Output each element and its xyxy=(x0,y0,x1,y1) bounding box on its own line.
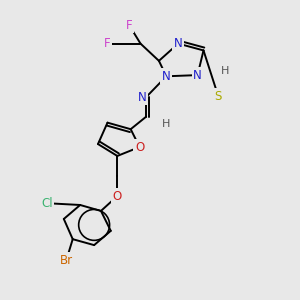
Text: F: F xyxy=(126,19,133,32)
Text: O: O xyxy=(113,190,122,202)
Text: O: O xyxy=(135,140,144,154)
Text: H: H xyxy=(221,66,230,76)
Text: N: N xyxy=(162,70,171,83)
Text: Br: Br xyxy=(60,254,73,267)
Text: Cl: Cl xyxy=(41,197,52,210)
Text: S: S xyxy=(215,90,222,103)
Text: N: N xyxy=(193,69,202,82)
Text: N: N xyxy=(137,91,146,103)
Text: H: H xyxy=(162,119,170,129)
Text: N: N xyxy=(174,37,183,50)
Text: F: F xyxy=(103,37,110,50)
